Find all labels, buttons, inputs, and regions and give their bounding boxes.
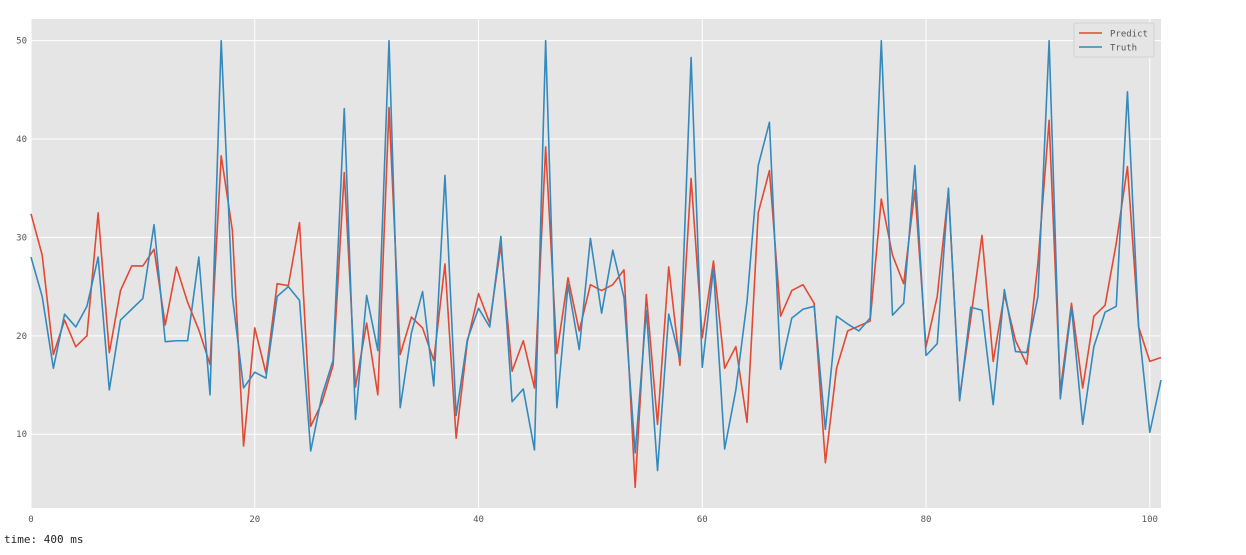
series-lines [30, 39, 1162, 489]
axis-ticks: 0 20 40 60 80 100 10 20 30 40 50 [16, 37, 1158, 525]
legend: Predict Truth [1073, 22, 1155, 58]
legend-predict-label: Predict [1110, 30, 1148, 40]
execution-time-output: time: 400 ms [4, 533, 84, 546]
y-tick-label: 20 [16, 332, 27, 342]
y-tick-label: 30 [16, 233, 27, 243]
x-tick-label: 60 [697, 515, 708, 525]
series-line-truth [30, 39, 1162, 472]
y-tick-label: 50 [16, 37, 27, 47]
legend-truth-label: Truth [1110, 44, 1137, 54]
line-chart: 0 20 40 60 80 100 10 20 30 40 50 Predict Truth [16, 19, 1162, 525]
y-tick-label: 10 [16, 430, 27, 440]
y-tick-label: 40 [16, 135, 27, 145]
x-tick-label: 80 [921, 515, 932, 525]
x-tick-label: 40 [473, 515, 484, 525]
grid-lines [30, 19, 1161, 508]
x-tick-label: 20 [249, 515, 260, 525]
series-line-predict [30, 106, 1162, 489]
x-tick-label: 0 [28, 515, 33, 525]
x-tick-label: 100 [1142, 515, 1158, 525]
legend-box [1073, 22, 1155, 58]
